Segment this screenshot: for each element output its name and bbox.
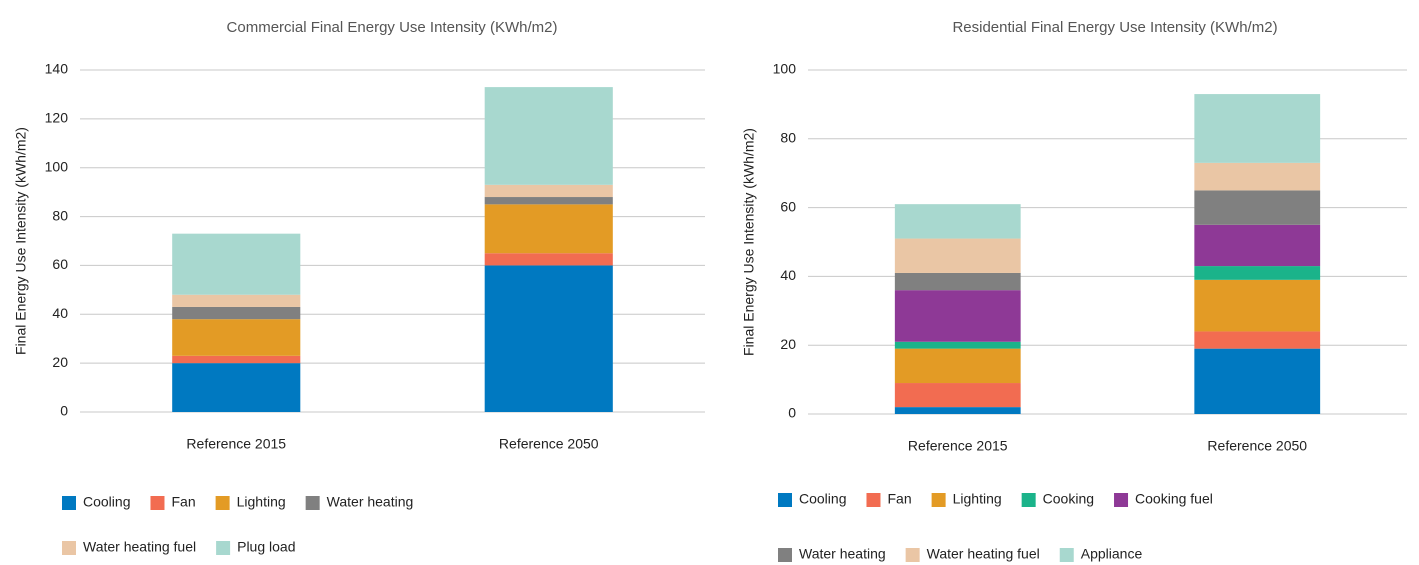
legend-swatch (778, 493, 792, 507)
legend-label: Water heating fuel (83, 539, 196, 555)
bar-segment (894, 290, 1021, 342)
y-tick-label: 40 (780, 267, 796, 283)
y-tick-label: 80 (52, 207, 68, 223)
chart-title: Residential Final Energy Use Intensity (… (952, 19, 1277, 36)
bar-segment (894, 383, 1021, 408)
chart: Commercial Final Energy Use Intensity (K… (13, 19, 705, 555)
bar-segment (172, 306, 301, 320)
bar-segment (894, 238, 1021, 273)
bar-segment (1194, 348, 1321, 414)
legend-swatch (905, 548, 920, 562)
bar-segment (894, 272, 1021, 291)
y-tick-label: 0 (60, 403, 68, 419)
x-tick-label: Reference 2050 (1207, 438, 1307, 454)
bar-segment (172, 355, 301, 364)
legend-label: Cooking fuel (1135, 491, 1213, 507)
bar-segment (1194, 94, 1321, 163)
bar-segment (484, 197, 613, 205)
bar-segment (1194, 190, 1321, 225)
legend-swatch (62, 496, 76, 510)
legend-label: Lighting (953, 491, 1002, 507)
y-tick-label: 100 (773, 61, 797, 77)
bar-segment (484, 204, 613, 254)
legend-label: Plug load (237, 539, 295, 555)
legend-label: Water heating (327, 494, 414, 510)
y-tick-label: 140 (45, 61, 69, 77)
bar-segment (1194, 224, 1321, 267)
y-tick-label: 20 (52, 354, 68, 370)
bar-segment (1194, 279, 1321, 332)
legend-label: Cooking (1043, 491, 1094, 507)
bar-segment (484, 87, 613, 185)
legend-label: Fan (887, 491, 911, 507)
legend-swatch (305, 496, 320, 510)
y-tick-label: 120 (45, 110, 69, 126)
y-tick-label: 80 (780, 130, 796, 146)
chart: Residential Final Energy Use Intensity (… (741, 19, 1407, 562)
legend-label: Water heating fuel (927, 546, 1040, 562)
legend-label: Cooling (799, 491, 846, 507)
y-tick-label: 20 (780, 336, 796, 352)
x-tick-label: Reference 2015 (186, 436, 286, 452)
bar-segment (172, 319, 301, 356)
legend-swatch (778, 548, 792, 562)
bar-segment (894, 204, 1021, 239)
chart-title: Commercial Final Energy Use Intensity (K… (227, 19, 558, 36)
legend-label: Water heating (799, 546, 886, 562)
legend-swatch (215, 496, 230, 510)
bar-segment (894, 407, 1021, 414)
bar-segment (484, 184, 613, 198)
legend-swatch (62, 541, 76, 555)
bar-segment (484, 253, 613, 266)
y-tick-label: 0 (788, 405, 796, 421)
bar-segment (894, 341, 1021, 349)
bar-segment (1194, 331, 1321, 349)
legend-swatch (931, 493, 946, 507)
y-tick-label: 100 (45, 158, 69, 174)
bar-segment (172, 363, 301, 412)
bar-segment (1194, 162, 1321, 191)
y-axis-label: Final Energy Use Intensity (kWh/m2) (741, 128, 757, 356)
y-tick-label: 60 (780, 198, 796, 214)
bar-segment (1194, 266, 1321, 280)
legend-label: Fan (171, 494, 195, 510)
x-tick-label: Reference 2015 (908, 438, 1008, 454)
legend-label: Lighting (237, 494, 286, 510)
bar-segment (172, 294, 301, 307)
legend-label: Cooling (83, 494, 130, 510)
legend-swatch (216, 541, 231, 555)
bar-segment (484, 265, 613, 412)
legend-swatch (1059, 548, 1074, 562)
y-tick-label: 40 (52, 305, 68, 321)
y-tick-label: 60 (52, 256, 68, 272)
x-tick-label: Reference 2050 (499, 436, 599, 452)
bar-segment (894, 348, 1021, 384)
legend-swatch (1021, 493, 1036, 507)
legend-swatch (866, 493, 881, 507)
legend-label: Appliance (1081, 546, 1143, 562)
legend-swatch (1114, 493, 1129, 507)
y-axis-label: Final Energy Use Intensity (kWh/m2) (13, 127, 29, 355)
bar-segment (172, 233, 301, 295)
legend-swatch (150, 496, 165, 510)
